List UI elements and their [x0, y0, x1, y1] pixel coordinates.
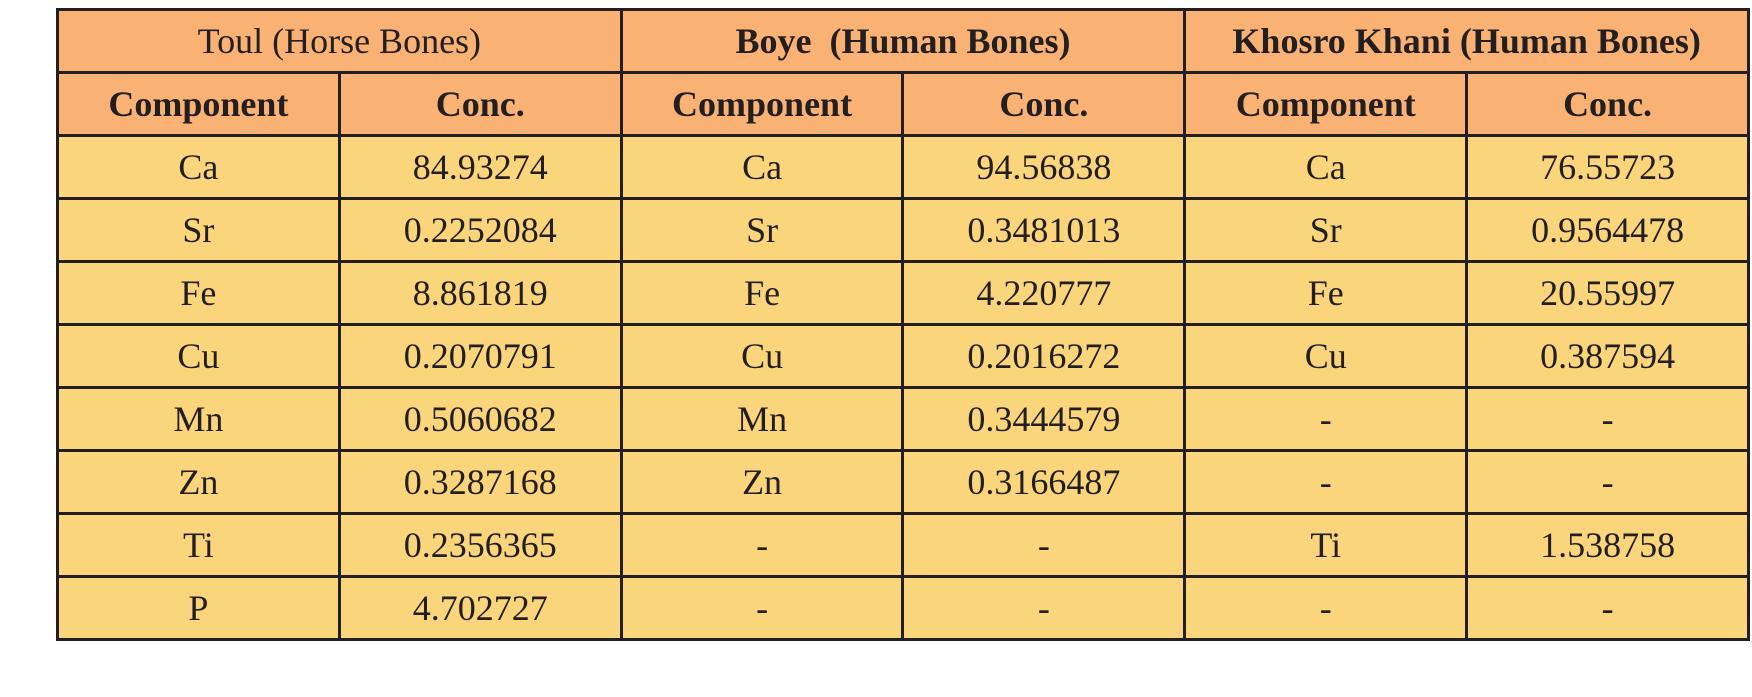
component-cell: Sr: [1183, 197, 1469, 263]
concentration-cell: 4.702727: [337, 575, 623, 641]
component-cell: Mn: [619, 386, 905, 452]
concentration-cell: 0.3481013: [901, 197, 1187, 263]
table-row: Ti 0.2356365- - Ti 1.538758: [56, 512, 1750, 578]
concentration-cell: 94.56838: [901, 134, 1187, 200]
component-cell: Mn: [56, 386, 341, 452]
group-header-row: Toul (Horse Bones) Boye (Human Bones) Khos…: [56, 8, 1750, 74]
component-cell: Fe: [619, 260, 905, 326]
concentration-cell: 1.538758: [1465, 512, 1750, 578]
component-cell: Fe: [56, 260, 341, 326]
concentration-cell: 20.55997: [1465, 260, 1750, 326]
column-header: Conc.: [901, 71, 1187, 137]
concentration-cell: 4.220777: [901, 260, 1187, 326]
column-header: Conc.: [1465, 71, 1750, 137]
concentration-cell: 0.3166487: [901, 449, 1187, 515]
component-cell: Ca: [619, 134, 905, 200]
column-header: Component: [619, 71, 905, 137]
component-cell: -: [619, 575, 905, 641]
component-cell: Ti: [1183, 512, 1469, 578]
concentration-cell: 0.2356365: [337, 512, 623, 578]
table-row: Sr 0.2252084 Sr 0.3481013 Sr 0.9564478: [56, 197, 1750, 263]
concentration-cell: 0.3444579: [901, 386, 1187, 452]
component-cell: -: [619, 512, 905, 578]
component-cell: Cu: [1183, 323, 1469, 389]
data-table: Toul (Horse Bones) Boye (Human Bones) Khos…: [56, 8, 1750, 641]
concentration-cell: -: [901, 575, 1187, 641]
concentration-cell: -: [901, 512, 1187, 578]
component-cell: Ti: [56, 512, 341, 578]
concentration-cell: 0.2070791: [337, 323, 623, 389]
component-cell: Cu: [619, 323, 905, 389]
component-cell: -: [1183, 386, 1469, 452]
component-cell: Fe: [1183, 260, 1469, 326]
column-header-row: Component Conc. Component Conc. Component Con…: [56, 71, 1750, 137]
component-cell: -: [1183, 575, 1469, 641]
concentration-cell: 0.5060682: [337, 386, 623, 452]
concentration-cell: 0.9564478: [1465, 197, 1750, 263]
column-header: Component: [1183, 71, 1469, 137]
component-cell: P: [56, 575, 341, 641]
component-cell: Ca: [56, 134, 341, 200]
component-cell: Sr: [56, 197, 341, 263]
component-cell: Sr: [619, 197, 905, 263]
table-row: Mn 0.5060682 Mn 0.3444579- -: [56, 386, 1750, 452]
group-header: Toul (Horse Bones): [56, 8, 623, 74]
group-header: Boye (Human Bones): [619, 8, 1187, 74]
component-cell: Cu: [56, 323, 341, 389]
concentration-cell: 0.387594: [1465, 323, 1750, 389]
concentration-cell: 8.861819: [337, 260, 623, 326]
concentration-cell: 0.2016272: [901, 323, 1187, 389]
component-cell: Zn: [619, 449, 905, 515]
table-row: Cu 0.2070791 Cu 0.2016272 Cu 0.387594: [56, 323, 1750, 389]
component-cell: Ca: [1183, 134, 1469, 200]
column-header: Component: [56, 71, 341, 137]
concentration-cell: -: [1465, 575, 1750, 641]
table-row: Zn 0.3287168 Zn 0.3166487- -: [56, 449, 1750, 515]
table-row: Fe 8.861819 Fe 4.220777 Fe 20.55997: [56, 260, 1750, 326]
table-row: Ca 84.93274 Ca 94.56838 Ca 76.55723: [56, 134, 1750, 200]
concentration-cell: 84.93274: [337, 134, 623, 200]
concentration-cell: -: [1465, 449, 1750, 515]
component-cell: Zn: [56, 449, 341, 515]
concentration-cell: 0.2252084: [337, 197, 623, 263]
concentration-cell: 0.3287168: [337, 449, 623, 515]
concentration-cell: 76.55723: [1465, 134, 1750, 200]
concentration-cell: -: [1465, 386, 1750, 452]
table-row: P 4.702727- - - -: [56, 575, 1750, 641]
group-header: Khosro Khani (Human Bones): [1183, 8, 1750, 74]
column-header: Conc.: [337, 71, 623, 137]
component-cell: -: [1183, 449, 1469, 515]
